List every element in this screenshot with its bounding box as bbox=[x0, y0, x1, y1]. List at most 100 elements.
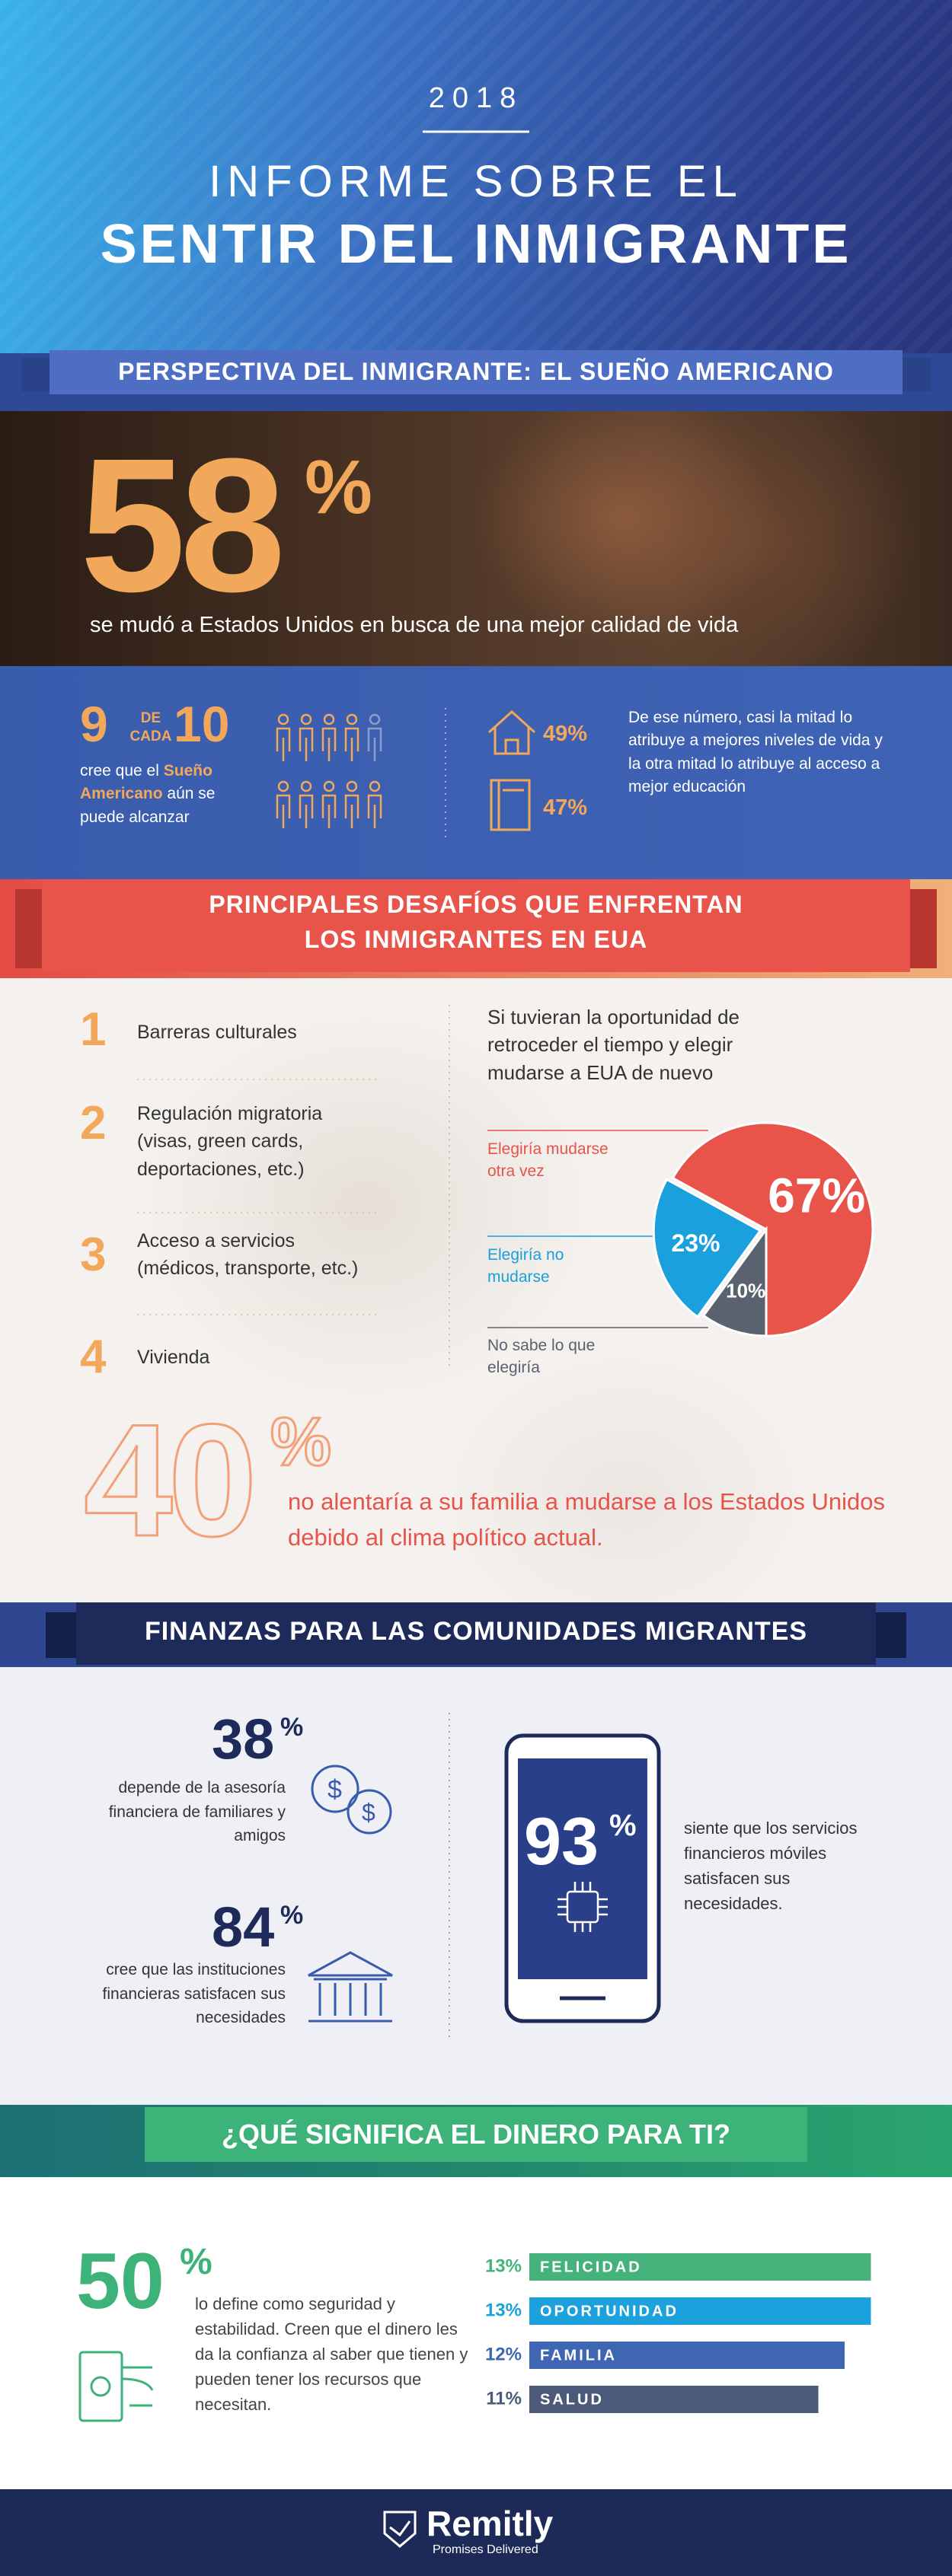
ratio-cada: CADA bbox=[129, 728, 172, 744]
title: INFORME SOBRE EL bbox=[209, 157, 743, 206]
ratio-de: DE bbox=[140, 710, 161, 726]
shape bbox=[311, 1765, 359, 1813]
stat-unit: % bbox=[280, 1901, 304, 1930]
big-unit: % bbox=[269, 1404, 332, 1481]
shape: $ bbox=[362, 1799, 375, 1826]
person-head bbox=[346, 780, 358, 792]
person-head bbox=[323, 780, 335, 792]
caption: no alentaría a su familia a mudarse a lo… bbox=[288, 1488, 886, 1551]
person-body bbox=[344, 794, 359, 828]
bar bbox=[529, 2253, 871, 2281]
person-body bbox=[321, 794, 337, 828]
banner-text: PRINCIPALES DESAFÍOS QUE ENFRENTAN bbox=[209, 891, 743, 918]
big-number: 58 bbox=[80, 419, 286, 631]
stat-number: 38 bbox=[212, 1707, 275, 1771]
stat-text: cree que las instituciones financieras s… bbox=[102, 1961, 286, 2026]
money-bg bbox=[0, 2177, 952, 2489]
challenge-number: 2 bbox=[80, 1097, 107, 1149]
banner-text: FINANZAS PARA LAS COMUNIDADES MIGRANTES bbox=[144, 1617, 808, 1646]
reason-value: 49% bbox=[543, 722, 588, 746]
person-icon bbox=[344, 780, 359, 828]
bar-category-label: SALUD bbox=[540, 2391, 604, 2408]
person-icon bbox=[276, 713, 291, 761]
person-icon bbox=[321, 713, 337, 761]
ribbon bbox=[42, 879, 910, 972]
ratio-part: 9 bbox=[80, 696, 108, 752]
challenge-text: Regulación migratoria (visas, green card… bbox=[137, 1103, 323, 1180]
shape bbox=[487, 709, 536, 755]
bar bbox=[529, 2342, 845, 2369]
money-bubble-icon: $ $ bbox=[311, 1765, 392, 1835]
pie-label: No sabe lo que elegiría bbox=[487, 1337, 596, 1377]
book-icon bbox=[490, 779, 531, 831]
person-icon bbox=[321, 780, 337, 828]
ribbon bbox=[50, 350, 902, 394]
person-body bbox=[299, 794, 314, 828]
brand: Remitly bbox=[426, 2504, 554, 2543]
banner-text: ¿QUÉ SIGNIFICA EL DINERO PARA TI? bbox=[221, 2119, 731, 2150]
stat-number: 84 bbox=[212, 1895, 275, 1959]
big-number: 50 bbox=[76, 2237, 165, 2326]
house-icon bbox=[487, 709, 536, 755]
note: De ese número, casi la mitad lo atribuye… bbox=[628, 709, 883, 796]
shape: $ bbox=[327, 1775, 342, 1804]
challenge-number: 1 bbox=[80, 1003, 107, 1056]
pie-value-label: 67% bbox=[768, 1168, 865, 1223]
pie-label: Elegiría no mudarse bbox=[487, 1246, 564, 1286]
caption: se mudó a Estados Unidos en busca de una… bbox=[90, 613, 739, 637]
shape bbox=[490, 779, 531, 831]
pie-chart: 67% 23% 10% bbox=[487, 1121, 874, 1337]
person-head bbox=[346, 713, 358, 725]
stat-unit: % bbox=[609, 1809, 637, 1842]
bar-category-label: FAMILIA bbox=[540, 2347, 617, 2364]
chip-icon bbox=[557, 1882, 608, 1932]
bar-value-label: 12% bbox=[485, 2344, 522, 2364]
bar-category-label: OPORTUNIDAD bbox=[540, 2303, 679, 2319]
pie-slice bbox=[701, 1226, 768, 1337]
challenge-text: Barreras culturales bbox=[137, 1022, 297, 1043]
tagline: Promises Delivered bbox=[433, 2543, 538, 2556]
person-icon bbox=[367, 713, 382, 761]
person-body bbox=[344, 727, 359, 761]
stat-unit: % bbox=[280, 1713, 304, 1742]
shape bbox=[121, 2366, 154, 2407]
banner-text: PERSPECTIVA DEL INMIGRANTE: EL SUEÑO AME… bbox=[118, 358, 834, 385]
ratio-caption: cree que el Sueño Americano aún se puede… bbox=[80, 760, 263, 829]
challenge-number: 4 bbox=[80, 1331, 107, 1383]
person-head bbox=[369, 780, 381, 792]
person-icon bbox=[276, 780, 291, 828]
phone-screen bbox=[518, 1758, 647, 1979]
bank-icon bbox=[308, 1951, 393, 2023]
bar bbox=[529, 2386, 819, 2413]
person-body bbox=[367, 727, 382, 761]
shape bbox=[383, 2511, 417, 2548]
people-icons bbox=[276, 713, 382, 828]
person-head bbox=[277, 780, 289, 792]
text: aún se puede alcanzar bbox=[80, 785, 216, 826]
question: Si tuvieran la oportunidad de retroceder… bbox=[487, 1006, 740, 1084]
stat-text: depende de la asesoría financiera de fam… bbox=[108, 1779, 286, 1844]
ribbon bbox=[145, 2107, 807, 2162]
shape bbox=[78, 2351, 123, 2422]
bar-value-label: 13% bbox=[485, 2256, 522, 2276]
shape bbox=[557, 1882, 608, 1932]
person-icon bbox=[344, 713, 359, 761]
bar-value-label: 11% bbox=[486, 2388, 522, 2409]
stat-number: 93 bbox=[524, 1803, 599, 1879]
cash-icon bbox=[78, 2351, 154, 2422]
stats-bg bbox=[0, 666, 952, 879]
shape bbox=[308, 1951, 393, 2023]
person-head bbox=[300, 713, 312, 725]
bar bbox=[529, 2297, 871, 2325]
banner-text: LOS INMIGRANTES EN EUA bbox=[304, 926, 648, 953]
person-head bbox=[300, 780, 312, 792]
pie-label: Elegiría mudarse otra vez bbox=[487, 1140, 609, 1181]
shape bbox=[347, 1789, 392, 1835]
big-unit: % bbox=[180, 2242, 212, 2282]
header-bg bbox=[0, 0, 952, 353]
person-head bbox=[277, 713, 289, 725]
bar-value-label: 13% bbox=[485, 2300, 522, 2320]
bar-category-label: FELICIDAD bbox=[540, 2259, 642, 2275]
